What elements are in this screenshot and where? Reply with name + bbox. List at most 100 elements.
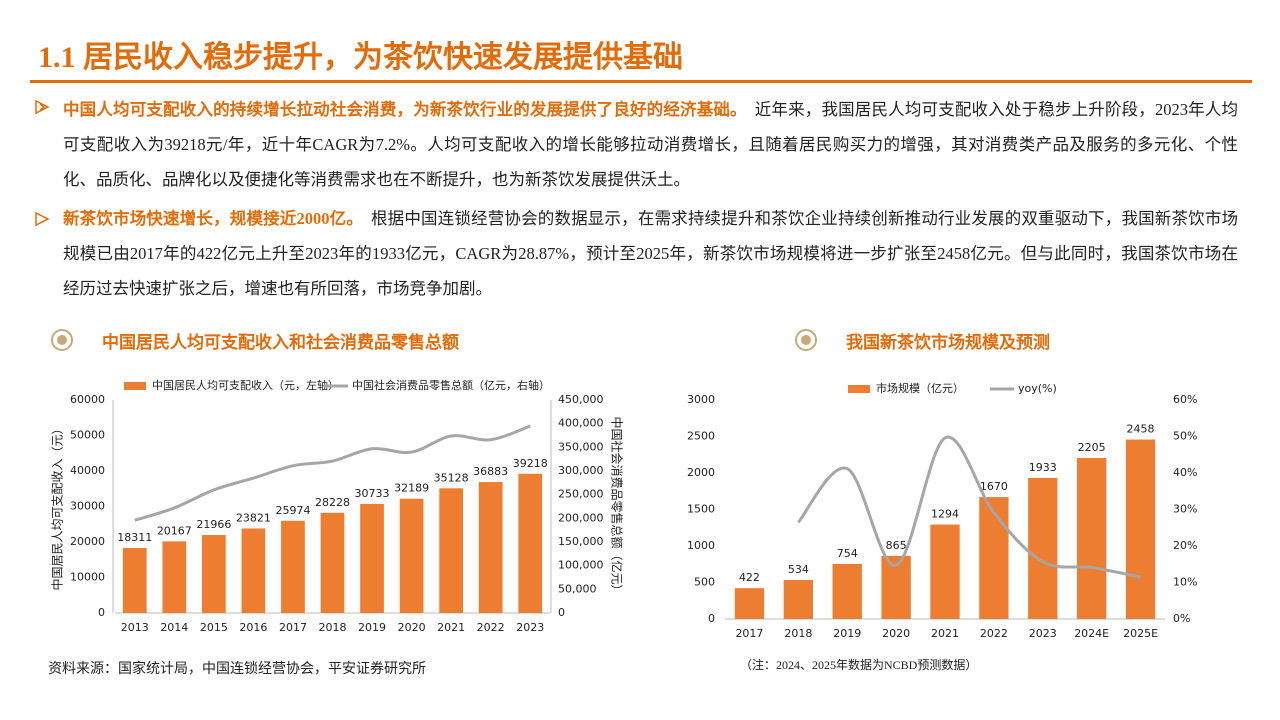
x-tick-label: 2017	[735, 627, 763, 640]
data-label: 32189	[394, 482, 429, 495]
y2-tick-label: 60%	[1173, 393, 1197, 406]
section-icon	[801, 335, 811, 345]
x-tick-label: 2022	[477, 621, 505, 634]
x-tick-label: 2016	[239, 621, 267, 634]
y-tick-label: 0	[708, 612, 715, 625]
legend-label: yoy(%)	[1018, 382, 1057, 395]
section-icon	[57, 335, 67, 345]
source: 资料来源：国家统计局，中国连锁经营协会，平安证券研究所	[48, 662, 426, 677]
chart-title: 我国新茶饮市场规模及预测	[846, 333, 1050, 352]
data-label: 21966	[196, 518, 231, 531]
data-label: 422	[739, 571, 760, 584]
x-tick-label: 2019	[358, 621, 386, 634]
y-tick-label: 2000	[687, 466, 715, 479]
legend-swatch	[124, 382, 146, 390]
bar	[979, 497, 1009, 619]
bar	[478, 482, 503, 613]
legend-label: 中国居民人均可支配收入（元，左轴）	[152, 378, 339, 392]
legend-label: 中国社会消费品零售总额（亿元，右轴）	[352, 378, 550, 392]
y2-tick-label: 20%	[1173, 539, 1197, 552]
x-tick-label: 2014	[160, 621, 188, 634]
bar	[202, 535, 226, 613]
data-label: 2205	[1078, 441, 1106, 454]
y-tick-label: 40000	[70, 464, 105, 477]
bullet-lead: 新茶饮市场快速增长，规模接近2000亿。	[63, 209, 363, 228]
bar	[783, 580, 813, 619]
y-tick-label: 1000	[687, 539, 715, 552]
y2-axis-title: 中国社会消费品零售总额（亿元）	[610, 416, 625, 596]
y-tick-label: 0	[98, 606, 105, 619]
data-label: 35128	[434, 471, 469, 484]
bullet-text: 根据中国连锁经营协会的数据显示，在需求持续提升和茶饮企业持续创新推动行业发展的双…	[63, 209, 1239, 298]
y2-tick-label: 50,000	[558, 582, 597, 595]
x-tick-label: 2020	[398, 621, 426, 634]
bar	[241, 528, 266, 613]
x-tick-label: 2015	[200, 621, 228, 634]
y2-tick-label: 200,000	[558, 511, 604, 524]
x-tick-label: 2018	[319, 621, 347, 634]
x-tick-label: 2019	[833, 627, 861, 640]
data-label: 754	[837, 547, 858, 560]
x-tick-label: 2022	[980, 627, 1008, 640]
data-label: 25974	[275, 504, 310, 517]
data-label: 30733	[355, 487, 390, 500]
y-axis-title: 中国居民人均可支配收入（元）	[50, 422, 65, 590]
data-label: 28228	[315, 496, 350, 509]
data-label: 2458	[1127, 423, 1155, 436]
section-icon	[51, 329, 73, 351]
y2-tick-label: 400,000	[558, 417, 604, 430]
y2-tick-label: 350,000	[558, 440, 604, 453]
bar	[1077, 458, 1107, 619]
bar	[930, 524, 960, 619]
slide-title: 1.1 居民收入稳步提升，为茶饮快速发展提供基础	[38, 41, 683, 74]
data-label: 23821	[236, 511, 271, 524]
x-tick-label: 2023	[1029, 627, 1057, 640]
x-tick-label: 2020	[882, 627, 910, 640]
legend-label: 市场规模（亿元）	[876, 381, 964, 395]
bar	[122, 547, 147, 613]
bullet-lead: 中国人均可支配收入的持续增长拉动社会消费，为新茶饮行业的发展提供了良好的经济基础…	[63, 100, 747, 119]
y-tick-label: 500	[694, 576, 715, 589]
x-tick-label: 2017	[279, 621, 307, 634]
x-tick-label: 2021	[437, 621, 465, 634]
bullet: 新茶饮市场快速增长，规模接近2000亿。 根据中国连锁经营协会的数据显示，在需求持…	[63, 201, 1238, 306]
y2-tick-label: 50%	[1173, 430, 1197, 443]
data-label: 36883	[473, 465, 508, 478]
y2-tick-label: 30%	[1173, 503, 1197, 516]
y-tick-label: 1500	[687, 503, 715, 516]
y-tick-label: 10000	[70, 571, 105, 584]
bar	[399, 498, 424, 613]
data-label: 534	[788, 563, 809, 576]
bar	[439, 488, 463, 613]
bar	[734, 588, 765, 619]
title-rule	[30, 80, 1252, 83]
bar	[518, 473, 543, 613]
line	[797, 435, 1141, 579]
y2-tick-label: 0%	[1173, 612, 1190, 625]
y2-tick-label: 10%	[1173, 576, 1197, 589]
line	[134, 424, 531, 522]
x-tick-label: 2018	[784, 627, 812, 640]
data-label: 39218	[513, 457, 548, 470]
y-tick-label: 30000	[70, 500, 105, 513]
y-tick-label: 60000	[70, 393, 105, 406]
note: （注：2024、2025年数据为NCBD预测数据）	[740, 658, 978, 672]
data-label: 18311	[117, 531, 152, 544]
x-tick-label: 2025E	[1123, 627, 1158, 640]
y-tick-label: 20000	[70, 535, 105, 548]
x-tick-label: 2013	[121, 621, 149, 634]
y-tick-label: 3000	[687, 393, 715, 406]
x-tick-label: 2023	[516, 621, 544, 634]
bar	[1125, 439, 1156, 619]
bullet-marker	[35, 99, 50, 115]
bar	[320, 512, 345, 613]
y2-tick-label: 40%	[1173, 466, 1197, 479]
y2-tick-label: 150,000	[558, 535, 604, 548]
bar	[832, 563, 862, 619]
y2-tick-label: 450,000	[558, 393, 604, 406]
bar	[162, 541, 187, 613]
bullet-marker	[35, 211, 50, 227]
bar	[281, 520, 305, 613]
legend-swatch	[848, 385, 870, 393]
